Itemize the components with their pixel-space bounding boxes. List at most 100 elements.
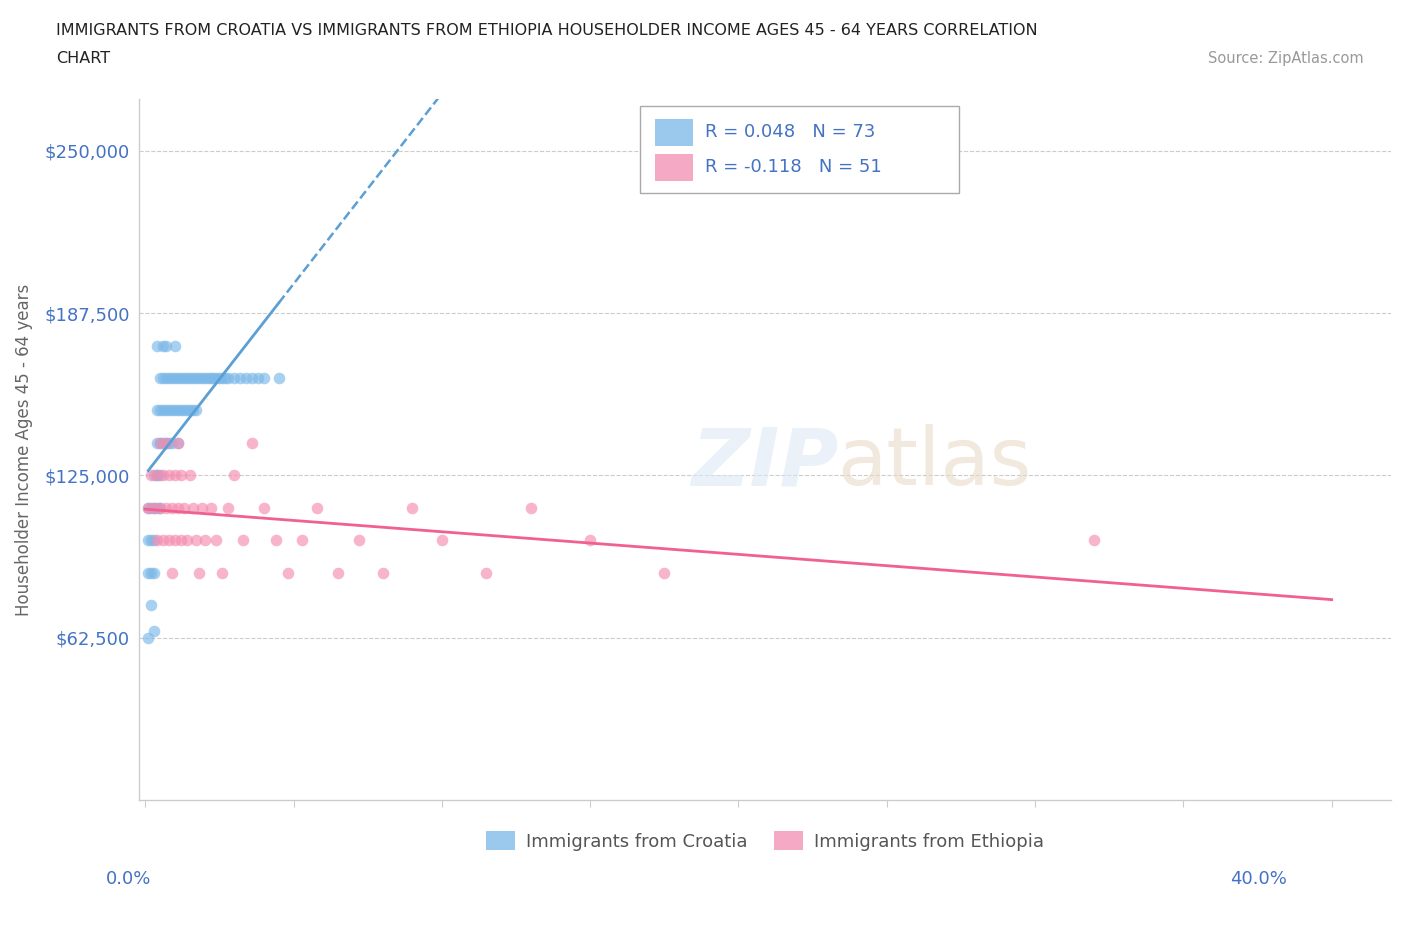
Point	[143, 565, 166, 580]
Point	[170, 533, 193, 548]
Point	[217, 370, 239, 385]
Point	[181, 500, 204, 515]
Point	[152, 403, 174, 418]
Point	[170, 468, 193, 483]
Point	[235, 370, 257, 385]
Point	[401, 500, 423, 515]
Point	[143, 500, 166, 515]
Point	[152, 435, 174, 450]
Point	[149, 500, 172, 515]
Point	[157, 370, 180, 385]
Point	[652, 565, 675, 580]
Point	[184, 533, 207, 548]
Point	[173, 403, 195, 418]
Point	[520, 500, 543, 515]
Point	[152, 370, 174, 385]
Point	[143, 500, 166, 515]
Point	[155, 370, 177, 385]
Point	[347, 533, 370, 548]
Point	[163, 339, 186, 353]
Point	[136, 533, 159, 548]
Point	[160, 370, 183, 385]
Point	[208, 370, 231, 385]
Text: ZIP: ZIP	[692, 424, 839, 502]
Point	[141, 598, 163, 613]
Point	[430, 533, 453, 548]
Point	[143, 468, 166, 483]
Legend: Immigrants from Croatia, Immigrants from Ethiopia: Immigrants from Croatia, Immigrants from…	[479, 824, 1052, 857]
Point	[291, 533, 314, 548]
Point	[253, 500, 276, 515]
Point	[190, 370, 212, 385]
Y-axis label: Householder Income Ages 45 - 64 years: Householder Income Ages 45 - 64 years	[15, 284, 32, 616]
Point	[155, 500, 177, 515]
Point	[136, 631, 159, 645]
Point	[211, 370, 233, 385]
Text: R = -0.118   N = 51: R = -0.118 N = 51	[704, 158, 882, 177]
Point	[141, 500, 163, 515]
Point	[136, 500, 159, 515]
Point	[160, 565, 183, 580]
Point	[155, 403, 177, 418]
Point	[163, 468, 186, 483]
Point	[160, 403, 183, 418]
Point	[253, 370, 276, 385]
Text: CHART: CHART	[56, 51, 110, 66]
Point	[232, 533, 254, 548]
Point	[163, 370, 186, 385]
Point	[173, 500, 195, 515]
Point	[1083, 533, 1105, 548]
Point	[579, 533, 602, 548]
Point	[146, 403, 169, 418]
Point	[149, 500, 172, 515]
Point	[214, 370, 236, 385]
Point	[167, 500, 190, 515]
Point	[246, 370, 269, 385]
Point	[155, 435, 177, 450]
Point	[146, 533, 169, 548]
Bar	[655, 154, 693, 180]
Point	[307, 500, 329, 515]
Point	[176, 370, 198, 385]
Point	[163, 533, 186, 548]
Point	[149, 435, 172, 450]
Point	[205, 533, 228, 548]
Bar	[655, 119, 693, 146]
Point	[187, 565, 209, 580]
Point	[167, 435, 190, 450]
Point	[160, 435, 183, 450]
Point	[240, 370, 263, 385]
Point	[475, 565, 498, 580]
Point	[155, 339, 177, 353]
Point	[167, 370, 190, 385]
Point	[155, 435, 177, 450]
Point	[149, 468, 172, 483]
Point	[197, 370, 219, 385]
Point	[229, 370, 252, 385]
Point	[157, 403, 180, 418]
Point	[170, 403, 193, 418]
Point	[146, 435, 169, 450]
Point	[149, 403, 172, 418]
Text: Source: ZipAtlas.com: Source: ZipAtlas.com	[1208, 51, 1364, 66]
Point	[187, 370, 209, 385]
Point	[371, 565, 394, 580]
Point	[181, 370, 204, 385]
Point	[277, 565, 299, 580]
Point	[149, 435, 172, 450]
Text: R = 0.048   N = 73: R = 0.048 N = 73	[704, 124, 876, 141]
FancyBboxPatch shape	[640, 106, 959, 193]
Point	[176, 533, 198, 548]
Point	[143, 533, 166, 548]
Text: atlas: atlas	[837, 424, 1032, 502]
Point	[152, 339, 174, 353]
Point	[179, 370, 201, 385]
Point	[152, 468, 174, 483]
Text: IMMIGRANTS FROM CROATIA VS IMMIGRANTS FROM ETHIOPIA HOUSEHOLDER INCOME AGES 45 -: IMMIGRANTS FROM CROATIA VS IMMIGRANTS FR…	[56, 23, 1038, 38]
Point	[202, 370, 225, 385]
Point	[184, 403, 207, 418]
Point	[157, 533, 180, 548]
Point	[200, 500, 222, 515]
Point	[190, 500, 212, 515]
Point	[179, 468, 201, 483]
